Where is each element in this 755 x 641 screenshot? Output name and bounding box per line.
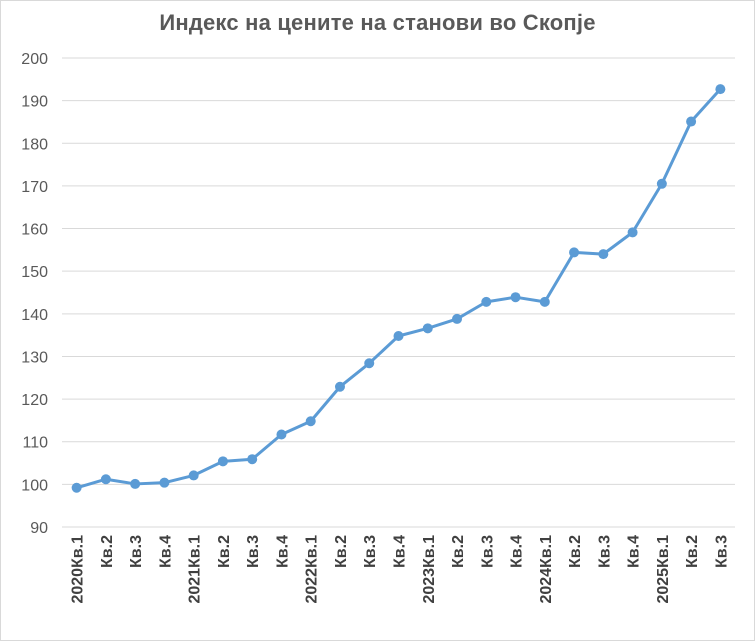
data-point <box>217 456 228 467</box>
data-point <box>364 358 375 369</box>
x-tick-label: Кв.4 <box>509 535 526 568</box>
data-point <box>393 330 404 341</box>
x-tick-label: Кв.2 <box>450 535 467 568</box>
data-point <box>305 416 316 427</box>
x-tick-label: Кв.3 <box>362 535 379 568</box>
x-tick-quarter: Кв.2 <box>216 535 233 568</box>
x-tick-label: Кв.4 <box>274 535 291 568</box>
x-tick-label: Кв.4 <box>157 535 174 568</box>
x-tick-quarter: Кв.4 <box>392 535 409 568</box>
x-tick-quarter: Кв.1 <box>538 535 555 568</box>
x-tick-label: Кв.3 <box>479 535 496 568</box>
data-point <box>715 84 726 95</box>
x-tick-label: Кв.2 <box>684 535 701 568</box>
data-point <box>510 292 521 303</box>
series-points <box>71 84 726 493</box>
x-tick-label: 2025Кв.1 <box>655 535 672 604</box>
x-tick-quarter: Кв.1 <box>70 535 87 568</box>
data-point <box>71 482 82 493</box>
x-tick-quarter: Кв.3 <box>479 535 496 568</box>
x-tick-quarter: Кв.3 <box>245 535 262 568</box>
x-tick-quarter: Кв.2 <box>450 535 467 568</box>
x-tick-label: 2021Кв.1 <box>187 535 204 604</box>
x-tick-year: 2024 <box>538 568 555 604</box>
y-tick-label: 130 <box>21 349 48 366</box>
x-tick-quarter: Кв.4 <box>626 535 643 568</box>
y-tick-label: 190 <box>21 94 48 111</box>
x-tick-quarter: Кв.4 <box>509 535 526 568</box>
y-tick-label: 110 <box>22 435 48 452</box>
x-tick-label: Кв.3 <box>245 535 262 568</box>
data-point <box>334 381 345 392</box>
data-point <box>569 247 580 258</box>
chart-title: Индекс на цените на станови во Скопје <box>159 10 596 35</box>
y-tick-label: 170 <box>21 179 48 196</box>
x-tick-quarter: Кв.4 <box>274 535 291 568</box>
x-tick-label: Кв.3 <box>713 535 730 568</box>
x-tick-year: 2021 <box>187 568 204 604</box>
x-tick-label: Кв.4 <box>626 535 643 568</box>
x-tick-quarter: Кв.1 <box>304 535 321 568</box>
x-tick-label: 2023Кв.1 <box>421 535 438 604</box>
y-tick-label: 90 <box>30 520 48 537</box>
y-tick-label: 140 <box>21 307 48 324</box>
y-tick-label: 120 <box>21 392 48 409</box>
x-tick-quarter: Кв.1 <box>655 535 672 568</box>
data-point <box>276 429 287 440</box>
data-point <box>100 474 111 485</box>
x-tick-quarter: Кв.2 <box>684 535 701 568</box>
x-tick-label: Кв.2 <box>216 535 233 568</box>
x-tick-label: Кв.3 <box>128 535 145 568</box>
x-tick-quarter: Кв.1 <box>421 535 438 568</box>
x-tick-year: 2020 <box>70 568 87 604</box>
y-tick-label: 200 <box>21 51 48 68</box>
y-tick-label: 150 <box>21 264 48 281</box>
x-tick-quarter: Кв.2 <box>99 535 116 568</box>
x-tick-label: Кв.4 <box>392 535 409 568</box>
data-point <box>627 227 638 238</box>
x-tick-year: 2025 <box>655 568 672 604</box>
series-line-group <box>76 88 722 490</box>
x-tick-label: Кв.2 <box>99 535 116 568</box>
y-tick-label: 100 <box>21 477 48 494</box>
data-point <box>598 249 609 260</box>
data-point <box>452 313 463 324</box>
x-tick-year: 2023 <box>421 568 438 604</box>
data-point <box>656 178 667 189</box>
data-point <box>130 478 141 489</box>
x-tick-label: Кв.2 <box>567 535 584 568</box>
x-tick-label: 2020Кв.1 <box>70 535 87 604</box>
data-point <box>481 296 492 307</box>
data-point <box>159 477 170 488</box>
data-point <box>539 296 550 307</box>
x-tick-quarter: Кв.2 <box>567 535 584 568</box>
x-tick-quarter: Кв.2 <box>333 535 350 568</box>
y-tick-label: 160 <box>21 222 48 239</box>
data-point <box>247 454 258 465</box>
data-point <box>188 470 199 481</box>
gridlines <box>62 57 735 528</box>
x-tick-quarter: Кв.3 <box>596 535 613 568</box>
y-tick-label: 180 <box>21 136 48 153</box>
x-tick-label: 2022Кв.1 <box>304 535 321 604</box>
x-tick-quarter: Кв.3 <box>362 535 379 568</box>
data-point <box>686 116 697 127</box>
x-tick-quarter: Кв.4 <box>157 535 174 568</box>
x-tick-label: Кв.2 <box>333 535 350 568</box>
x-tick-quarter: Кв.1 <box>187 535 204 568</box>
x-tick-quarter: Кв.3 <box>713 535 730 568</box>
series-line <box>76 88 722 490</box>
y-axis-ticks: 90 100 110 120 130 140 150 160 170 180 190 200 <box>21 51 48 537</box>
x-tick-label: Кв.3 <box>596 535 613 568</box>
x-tick-label: 2024Кв.1 <box>538 535 555 604</box>
data-point <box>422 323 433 334</box>
x-tick-quarter: Кв.3 <box>128 535 145 568</box>
x-tick-year: 2022 <box>304 568 321 604</box>
